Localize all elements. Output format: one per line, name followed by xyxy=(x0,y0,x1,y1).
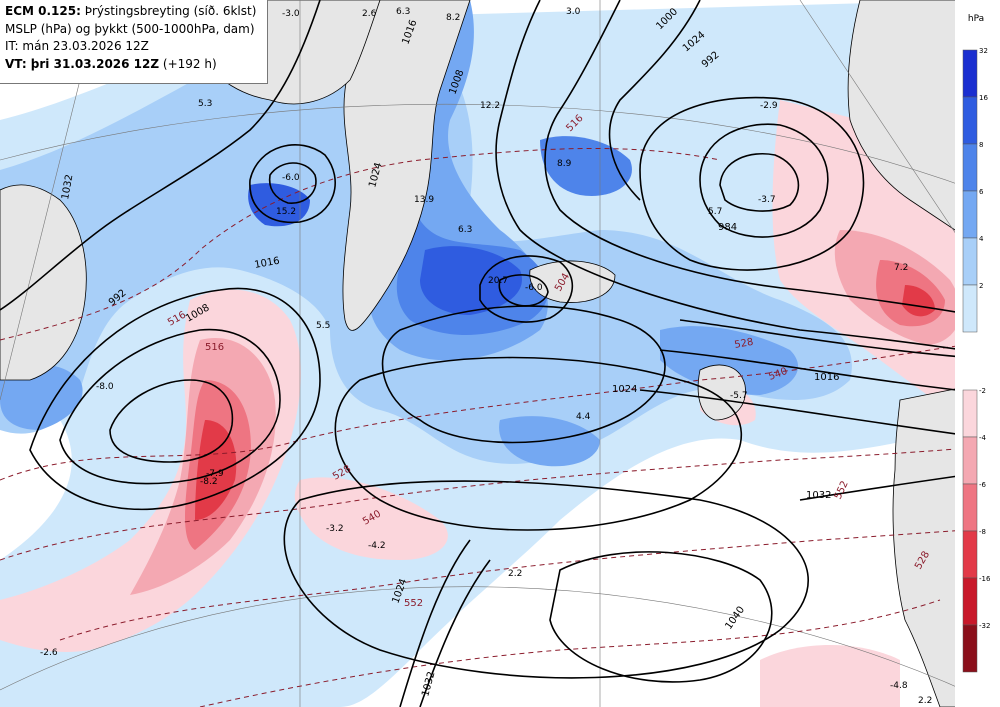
tendency-label: 5.5 xyxy=(316,321,330,331)
tendency-label: 2.6 xyxy=(362,9,377,19)
tendency-label: -2.6 xyxy=(40,648,58,658)
valid-time-line: VT: þri 31.03.2026 12Z (+192 h) xyxy=(5,56,262,74)
tendency-label: -6.0 xyxy=(525,283,543,293)
legend-fall-label: -4 xyxy=(979,434,987,442)
legend-rise-label: 4 xyxy=(979,235,984,243)
legend-fall-label: -16 xyxy=(979,575,991,583)
isobar-label: 1024 xyxy=(612,384,637,395)
isobar-label: 984 xyxy=(718,222,737,233)
model-name: ECM 0.125: xyxy=(5,4,81,18)
tendency-label: -4.8 xyxy=(890,681,908,691)
isobar-label: 1016 xyxy=(254,256,281,271)
legend-fall-swatch xyxy=(962,389,978,438)
legend-fall-label: -6 xyxy=(979,481,987,489)
legend-unit-label: hPa xyxy=(967,14,985,24)
legend-fall-swatch xyxy=(962,624,978,673)
legend-fall-label: -8 xyxy=(979,528,986,536)
isobar-label: 1032 xyxy=(60,174,75,201)
isobar-label: 1016 xyxy=(814,372,839,383)
tendency-label: -2.9 xyxy=(760,101,778,111)
legend-rise-label: 8 xyxy=(979,141,983,149)
thickness-contours xyxy=(0,147,1000,707)
tendency-label: -5.7 xyxy=(730,391,748,401)
legend-rise-label: 32 xyxy=(979,47,988,55)
tendency-label: 8.2 xyxy=(446,13,460,23)
tendency-label: 6.3 xyxy=(458,225,472,235)
legend-rise-swatch xyxy=(962,284,978,333)
tendency-label: 8.9 xyxy=(557,159,572,169)
britain xyxy=(697,364,746,421)
tendency-label: 15.2 xyxy=(276,207,296,217)
thickness-label: 552 xyxy=(404,598,423,609)
legend-fall-label: -2 xyxy=(979,387,986,395)
tendency-label: -8.2 xyxy=(200,477,218,487)
greenland xyxy=(342,0,471,331)
tendency-label: -3.2 xyxy=(326,524,344,534)
tendency-label: -8.0 xyxy=(96,382,114,392)
init-time: IT: mán 23.03.2026 12Z xyxy=(5,39,149,53)
legend-rise-label: 2 xyxy=(979,282,983,290)
title-box: ECM 0.125: Þrýstingsbreyting (síð. 6klst… xyxy=(0,0,268,84)
labrador xyxy=(0,184,87,381)
tendency-label: -7.9 xyxy=(206,469,224,479)
legend-fall-swatch xyxy=(962,577,978,626)
legend-fall-swatch xyxy=(962,436,978,485)
tendency-label: 2.2 xyxy=(508,569,522,579)
title-line-1: ECM 0.125: Þrýstingsbreyting (síð. 6klst… xyxy=(5,3,262,21)
thickness-label: 528 xyxy=(734,337,755,351)
thickness-label: 516 xyxy=(205,342,224,353)
legend-fall-swatch xyxy=(962,483,978,532)
legend-rise-swatch xyxy=(962,190,978,239)
tendency-label: 7.2 xyxy=(894,263,908,273)
lead-time: (+192 h) xyxy=(159,56,217,71)
tendency-label: 12.2 xyxy=(480,101,500,111)
legend-fall-label: -32 xyxy=(979,622,990,630)
tendency-label: 4.4 xyxy=(576,412,591,422)
legend-rise-label: 6 xyxy=(979,188,984,196)
tendency-label: 5.3 xyxy=(198,99,212,109)
tendency-label: 20.7 xyxy=(488,276,508,286)
tendency-label: 13.9 xyxy=(414,195,434,205)
tendency-label: 5.7 xyxy=(708,207,722,217)
tendency-label: 2.2 xyxy=(918,696,932,706)
legend-rise-swatch xyxy=(962,49,978,98)
legend-rise-swatch xyxy=(962,237,978,286)
legend-rise-swatch xyxy=(962,143,978,192)
tendency-label: -3.7 xyxy=(758,195,776,205)
tendency-label: 3.0 xyxy=(566,7,581,17)
tendency-label: -3.0 xyxy=(282,9,300,19)
title-line-2: MSLP (hPa) og þykkt (500-1000hPa, dam) xyxy=(5,21,255,36)
legend-rise-swatch xyxy=(962,96,978,145)
tendency-label: -6.0 xyxy=(282,173,300,183)
legend-rise-label: 16 xyxy=(979,94,988,102)
tendency-label: 6.3 xyxy=(396,7,410,17)
colour-legend: 32 16 8 6 4 2 -2 -4 -6 -8 -16 -32 xyxy=(955,0,1000,707)
tendency-label: -4.2 xyxy=(368,541,386,551)
legend-fall-swatch xyxy=(962,530,978,579)
product-name: Þrýstingsbreyting (síð. 6klst) xyxy=(80,4,257,18)
isobar-label: 1032 xyxy=(806,490,831,501)
valid-time: VT: þri 31.03.2026 12Z xyxy=(5,56,160,71)
